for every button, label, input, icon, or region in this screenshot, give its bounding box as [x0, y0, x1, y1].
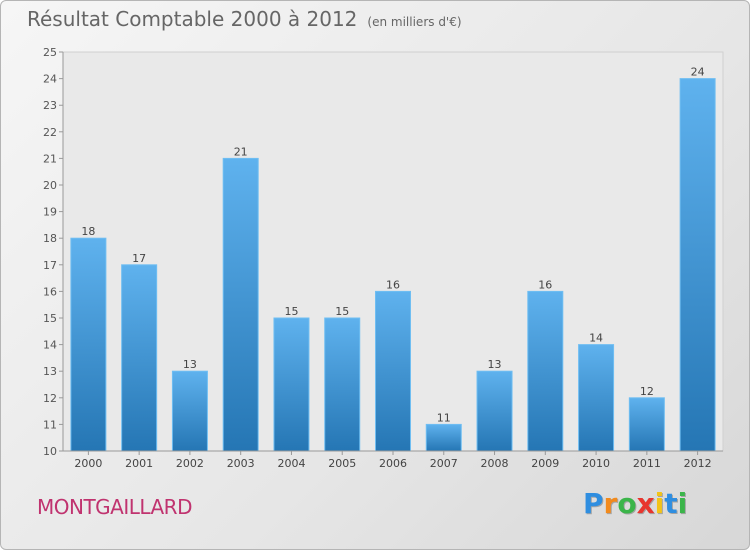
data-label-2009: 16: [538, 278, 552, 291]
x-axis: 2000 2001 2002 2003 2004 2005 2006 2007 2008 2009…: [63, 450, 723, 470]
x-tick-label-2012: 2012: [684, 457, 712, 470]
bar-2009: [527, 290, 564, 452]
y-tick-label: 22: [43, 126, 57, 139]
proxiti-logo: Proxiti: [583, 487, 687, 520]
y-tick-label: 10: [43, 445, 57, 458]
bar-2005: [324, 317, 361, 452]
bar-2010: [578, 344, 615, 452]
x-tick-label-2008: 2008: [481, 457, 509, 470]
x-tick-label-2011: 2011: [633, 457, 661, 470]
x-tick-label-2002: 2002: [176, 457, 204, 470]
logo-letter: r: [603, 487, 618, 520]
y-tick-label: 21: [43, 152, 57, 165]
bar-2004: [273, 317, 310, 452]
chart-title: Résultat Comptable 2000 à 2012 (en millie…: [27, 7, 462, 31]
y-axis: 10 11 12 13 14 15 16 17 18 19 20 21 22 23 24 25: [43, 46, 64, 458]
y-tick-label: 20: [43, 179, 57, 192]
data-label-2007: 11: [437, 411, 451, 424]
y-tick-label: 24: [43, 73, 57, 86]
y-tick-label: 19: [43, 206, 57, 219]
bar-2012: [679, 78, 716, 452]
y-tick-label: 18: [43, 232, 57, 245]
data-label-2002: 13: [183, 358, 197, 371]
data-label-2000: 18: [81, 225, 95, 238]
data-label-2003: 21: [234, 145, 248, 158]
logo-letter: o: [617, 487, 637, 520]
logo-letter: P: [583, 487, 604, 520]
bar-2008: [476, 370, 513, 452]
y-tick-label: 14: [43, 339, 57, 352]
x-tick-label-2006: 2006: [379, 457, 407, 470]
bar-2001: [121, 264, 158, 452]
y-tick-label: 16: [43, 285, 57, 298]
x-tick-label-2005: 2005: [328, 457, 356, 470]
chart-title-text: Résultat Comptable 2000 à 2012: [27, 7, 358, 31]
y-tick-label: 15: [43, 312, 57, 325]
x-tick-label-2010: 2010: [582, 457, 610, 470]
y-tick-label: 23: [43, 99, 57, 112]
x-tick-label-2004: 2004: [277, 457, 305, 470]
y-tick-label: 13: [43, 365, 57, 378]
y-tick-label: 25: [43, 46, 57, 59]
bar-2000: [70, 237, 107, 452]
x-tick-label-2003: 2003: [227, 457, 255, 470]
y-tick-label: 12: [43, 392, 57, 405]
data-label-2010: 14: [589, 332, 603, 345]
y-tick-label: 11: [43, 418, 57, 431]
data-label-2011: 12: [640, 385, 654, 398]
y-tick-label: 17: [43, 259, 57, 272]
data-label-2004: 15: [284, 305, 298, 318]
data-label-2005: 15: [335, 305, 349, 318]
logo-letter: x: [636, 487, 655, 520]
bars: 18 17 13 21 15 15 16 11 13 16 14 12 24: [70, 66, 716, 452]
logo-letter: i: [654, 487, 665, 520]
bar-2007: [425, 423, 462, 452]
data-label-2012: 24: [691, 66, 705, 79]
logo-letter: t: [664, 487, 678, 520]
x-tick-label-2001: 2001: [125, 457, 153, 470]
bar-2011: [628, 397, 665, 452]
x-tick-label-2009: 2009: [531, 457, 559, 470]
bar-2002: [171, 370, 208, 452]
data-label-2006: 16: [386, 278, 400, 291]
bar-2006: [375, 290, 411, 452]
logo-letter: i: [677, 487, 688, 520]
x-tick-label-2007: 2007: [430, 457, 458, 470]
commune-name: MONTGAILLARD: [37, 495, 192, 519]
data-label-2008: 13: [488, 358, 502, 371]
data-label-2001: 17: [132, 252, 146, 265]
chart-unit-note: (en milliers d'€): [367, 15, 462, 29]
x-tick-label-2000: 2000: [74, 457, 102, 470]
bar-2003: [222, 157, 259, 452]
